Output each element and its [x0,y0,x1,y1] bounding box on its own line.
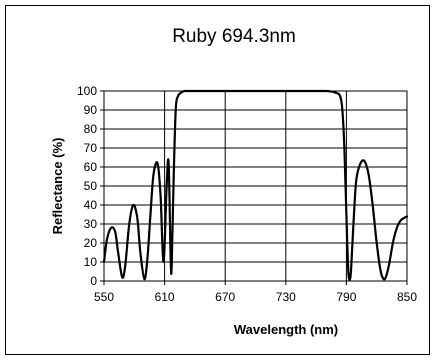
y-tick-label: 0 [90,274,97,288]
x-tick-label: 790 [336,290,356,304]
x-tick-label: 610 [155,290,175,304]
y-tick-label: 40 [84,198,98,212]
x-tick-label: 550 [94,290,114,304]
grid [104,91,407,281]
y-tick-label: 20 [84,236,98,250]
y-tick-label: 60 [84,160,98,174]
x-axis-label: Wavelength (nm) [234,322,338,337]
x-tick-label: 730 [276,290,296,304]
y-tick-label: 90 [84,103,98,117]
x-tick-label: 850 [397,290,417,304]
y-tick-label: 30 [84,217,98,231]
y-axis-label: Reflectance (%) [50,138,65,235]
y-tick-label: 100 [77,84,97,98]
y-tick-label: 50 [84,179,98,193]
y-tick-label: 80 [84,122,98,136]
reflectance-curve [102,89,409,281]
x-tick-label: 670 [215,290,235,304]
chart-title: Ruby 694.3nm [172,26,296,47]
y-tick-label: 10 [84,255,98,269]
ticks: 0 10 20 30 40 50 60 70 80 90 100 550 610 670 730 790 850 [77,84,417,304]
chart-frame [5,5,430,355]
y-tick-label: 70 [84,141,98,155]
